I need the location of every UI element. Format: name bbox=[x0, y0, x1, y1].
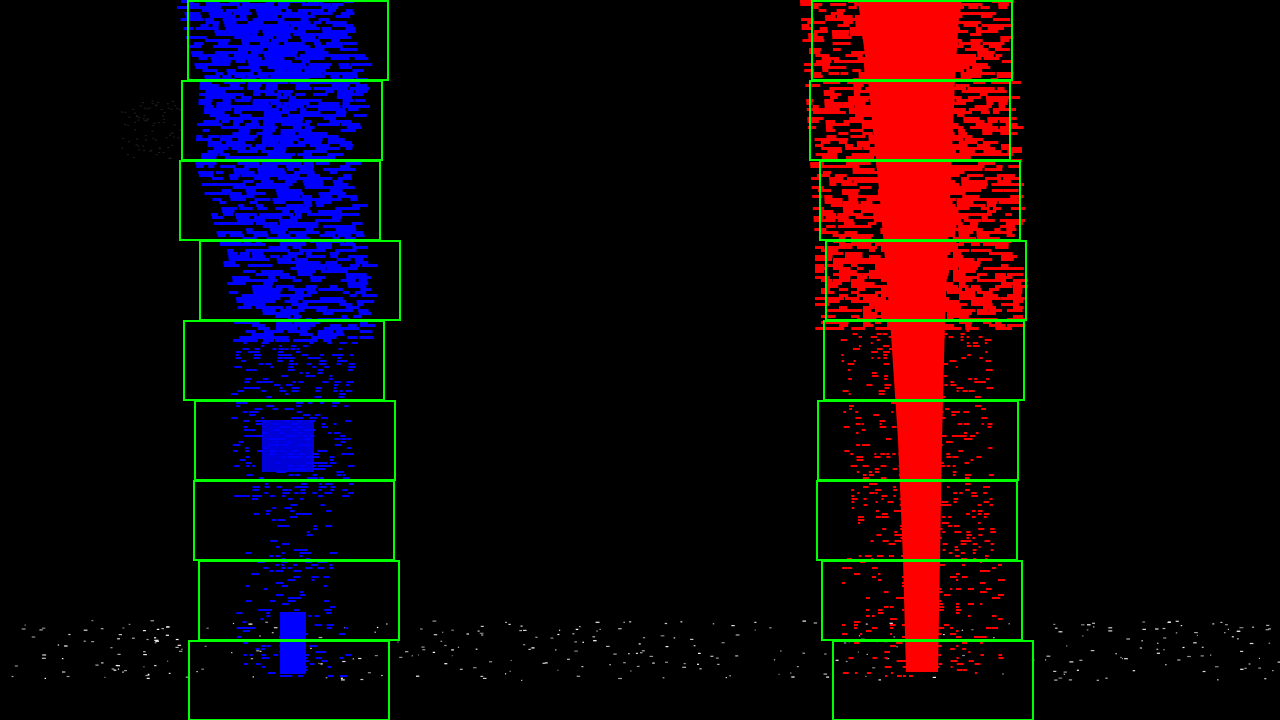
left-search-window-9 bbox=[188, 640, 390, 720]
left-lane-pixels bbox=[176, 0, 378, 677]
right-search-window-9 bbox=[832, 640, 1034, 720]
right-lane-search-windows bbox=[809, 0, 1034, 720]
binary-noise-pixels bbox=[11, 100, 1280, 681]
left-lane-search-windows bbox=[179, 0, 401, 720]
right-lane-pixels bbox=[800, 0, 1029, 677]
